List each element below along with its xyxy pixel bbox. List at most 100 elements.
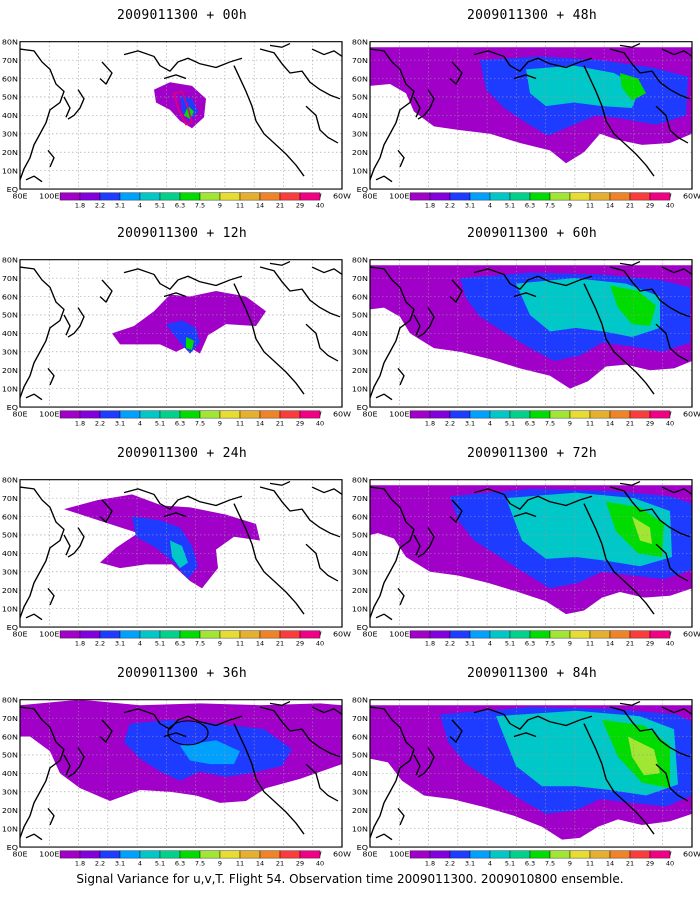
coastline bbox=[19, 266, 65, 399]
lon-tick-label: 80E bbox=[12, 630, 27, 639]
legend-label: 2.2 bbox=[95, 861, 105, 868]
legend-swatch bbox=[139, 850, 161, 859]
coastline bbox=[259, 266, 341, 318]
coastline bbox=[609, 706, 691, 758]
coastline bbox=[619, 700, 641, 706]
legend-swatch bbox=[219, 630, 241, 639]
coastline bbox=[369, 266, 415, 399]
legend-label: 1.8 bbox=[425, 421, 435, 428]
lat-tick-label: 40N bbox=[352, 769, 368, 778]
coastline bbox=[25, 613, 43, 621]
coastline bbox=[19, 706, 65, 839]
legend-swatch bbox=[489, 192, 511, 201]
legend-swatch bbox=[629, 410, 651, 419]
legend-swatch bbox=[509, 410, 531, 419]
coastline bbox=[47, 807, 55, 826]
legend-label: 3.1 bbox=[115, 421, 125, 428]
lat-tick-label: 70N bbox=[2, 494, 18, 503]
legend-swatch bbox=[99, 630, 121, 639]
legend-label: 40 bbox=[316, 641, 324, 648]
lat-tick-label: 30N bbox=[2, 130, 18, 139]
legend-label: 2.2 bbox=[445, 421, 455, 428]
legend-swatch bbox=[199, 410, 221, 419]
legend-swatch bbox=[59, 192, 81, 201]
coastline bbox=[375, 393, 393, 401]
legend-label: 7.5 bbox=[195, 641, 205, 648]
legend-swatch bbox=[469, 192, 491, 201]
coastline bbox=[369, 486, 415, 619]
legend-label: 14 bbox=[606, 861, 614, 868]
legend-swatch bbox=[199, 192, 221, 201]
lat-tick-label: 30N bbox=[352, 130, 368, 139]
legend-swatch bbox=[159, 630, 181, 639]
panel-title: 2009011300 + 48h bbox=[466, 8, 598, 23]
legend-swatch bbox=[239, 192, 261, 201]
lon-tick-label: 100E bbox=[39, 630, 59, 639]
lat-tick-label: 70N bbox=[352, 274, 368, 283]
lon-tick-label: 80E bbox=[362, 192, 377, 201]
legend-swatch bbox=[649, 630, 671, 639]
coastline bbox=[473, 708, 593, 730]
lat-tick-label: EQ bbox=[357, 185, 368, 194]
lat-tick-label: 40N bbox=[2, 329, 18, 338]
coastline bbox=[655, 763, 689, 802]
legend-label: 14 bbox=[606, 421, 614, 428]
legend-swatch bbox=[159, 192, 181, 201]
forecast-panel: 2009011300 + 84h EQ 10N 20N 30N 40N 50N 60N 70N 8… bbox=[352, 658, 700, 876]
coastline bbox=[619, 42, 641, 48]
lat-tick-label: 10N bbox=[2, 385, 18, 394]
coastline bbox=[233, 283, 305, 395]
legend-label: 7.5 bbox=[195, 421, 205, 428]
coastline bbox=[123, 268, 243, 290]
forecast-panel: 2009011300 + 48h EQ 10N 20N 30N 40N 50N 60N 70N 8… bbox=[352, 0, 700, 218]
legend-swatch bbox=[99, 410, 121, 419]
legend-label: 21 bbox=[626, 421, 634, 428]
legend-swatch bbox=[219, 850, 241, 859]
coastline bbox=[305, 763, 339, 802]
variance-map: EQ10N20N30N40N50N60N70N80N80E100E120E140… bbox=[352, 696, 700, 868]
legend-swatch bbox=[529, 410, 551, 419]
lon-tick-label: 100E bbox=[389, 630, 409, 639]
coastline bbox=[397, 149, 405, 168]
lat-tick-label: 10N bbox=[2, 167, 18, 176]
coastline bbox=[123, 50, 243, 72]
coastline bbox=[375, 613, 393, 621]
coastline bbox=[413, 96, 421, 118]
lat-tick-label: 80N bbox=[2, 696, 18, 705]
lat-tick-label: 40N bbox=[2, 111, 18, 120]
legend-swatch bbox=[509, 192, 531, 201]
legend-swatch bbox=[569, 192, 591, 201]
coastline bbox=[413, 314, 421, 336]
legend-label: 5.1 bbox=[505, 641, 515, 648]
legend-swatch bbox=[299, 630, 321, 639]
lon-tick-label: 80E bbox=[362, 630, 377, 639]
lat-tick-label: 60N bbox=[352, 293, 368, 302]
legend-label: 3.1 bbox=[115, 641, 125, 648]
legend-swatch bbox=[469, 850, 491, 859]
legend-label: 29 bbox=[296, 203, 304, 210]
lat-tick-label: 60N bbox=[2, 75, 18, 84]
coastline bbox=[583, 283, 655, 395]
legend-label: 14 bbox=[256, 203, 264, 210]
lat-tick-label: 70N bbox=[2, 274, 18, 283]
legend-swatch bbox=[429, 192, 451, 201]
legend-label: 40 bbox=[316, 861, 324, 868]
legend-swatch bbox=[139, 192, 161, 201]
legend-swatch bbox=[469, 410, 491, 419]
map-frame bbox=[369, 699, 693, 848]
legend-swatch bbox=[489, 630, 511, 639]
panel-title: 2009011300 + 60h bbox=[466, 226, 598, 241]
coastline bbox=[63, 534, 71, 556]
lat-tick-label: 50N bbox=[352, 311, 368, 320]
legend-swatch bbox=[509, 630, 531, 639]
legend-swatch bbox=[549, 850, 571, 859]
lat-tick-label: 30N bbox=[2, 348, 18, 357]
coastline bbox=[67, 89, 85, 120]
lat-tick-label: EQ bbox=[7, 623, 18, 632]
coastline bbox=[305, 543, 339, 582]
legend-swatch bbox=[549, 630, 571, 639]
lat-tick-label: 60N bbox=[352, 75, 368, 84]
legend-label: 14 bbox=[256, 641, 264, 648]
legend-label: 6.3 bbox=[175, 641, 185, 648]
lat-tick-label: 80N bbox=[352, 38, 368, 47]
